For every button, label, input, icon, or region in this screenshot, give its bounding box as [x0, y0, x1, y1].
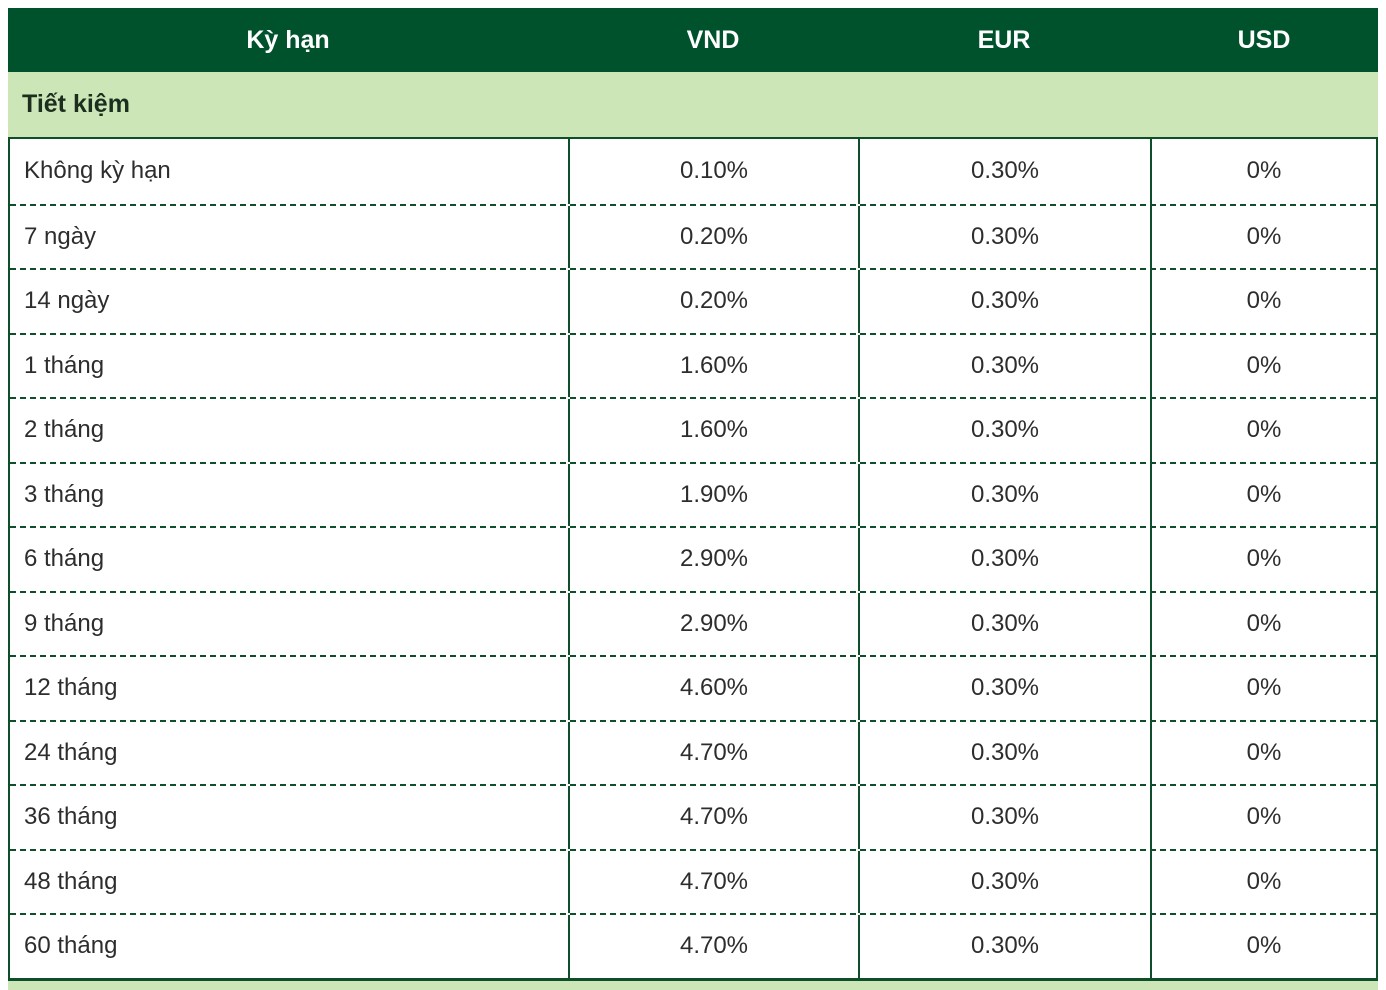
- table-row: 14 ngày 0.20% 0.30% 0%: [10, 268, 1376, 333]
- table-row: 9 tháng 2.90% 0.30% 0%: [10, 590, 1376, 655]
- usd-rate-cell: 0%: [1150, 139, 1376, 204]
- vnd-rate-cell: 0.20%: [568, 205, 858, 268]
- eur-rate-cell: 0.30%: [858, 270, 1150, 333]
- next-section-strip: [8, 977, 1378, 990]
- usd-rate-cell: 0%: [1150, 786, 1376, 849]
- table-row: 60 tháng 4.70% 0.30% 0%: [10, 913, 1376, 978]
- term-cell: 48 tháng: [24, 867, 118, 895]
- term-cell: 1 tháng: [24, 351, 105, 379]
- vnd-rate-cell: 4.70%: [568, 786, 858, 849]
- table-row: 12 tháng 4.60% 0.30% 0%: [10, 655, 1376, 720]
- eur-rate-cell: 0.30%: [858, 399, 1150, 462]
- term-cell: 24 tháng: [24, 738, 118, 766]
- table-row: 36 tháng 4.70% 0.30% 0%: [10, 784, 1376, 849]
- usd-rate-cell: 0%: [1150, 463, 1376, 526]
- table-row: 48 tháng 4.70% 0.30% 0%: [10, 848, 1376, 913]
- term-cell: 2 tháng: [24, 416, 105, 444]
- table-row: 6 tháng 2.90% 0.30% 0%: [10, 526, 1376, 591]
- vnd-rate-cell: 0.20%: [568, 270, 858, 333]
- eur-rate-cell: 0.30%: [858, 850, 1150, 913]
- interest-rate-table: Kỳ hạn VND EUR USD Tiết kiệm Không kỳ hạ…: [8, 8, 1378, 990]
- usd-rate-cell: 0%: [1150, 657, 1376, 720]
- usd-rate-cell: 0%: [1150, 721, 1376, 784]
- column-header-vnd: VND: [686, 25, 740, 54]
- eur-rate-cell: 0.30%: [858, 592, 1150, 655]
- eur-rate-cell: 0.30%: [858, 463, 1150, 526]
- vnd-rate-cell: 4.70%: [568, 915, 858, 978]
- term-cell: 3 tháng: [24, 480, 105, 508]
- table-header-row: Kỳ hạn VND EUR USD: [8, 8, 1378, 72]
- vnd-rate-cell: 4.70%: [568, 721, 858, 784]
- usd-rate-cell: 0%: [1150, 592, 1376, 655]
- column-header-usd: USD: [1237, 25, 1291, 54]
- term-cell: 7 ngày: [24, 222, 97, 250]
- eur-rate-cell: 0.30%: [858, 205, 1150, 268]
- vnd-rate-cell: 1.60%: [568, 399, 858, 462]
- term-cell: 36 tháng: [24, 803, 118, 831]
- term-cell: 60 tháng: [24, 932, 118, 960]
- section-header-label: Tiết kiệm: [22, 90, 130, 118]
- vnd-rate-cell: 4.70%: [568, 850, 858, 913]
- eur-rate-cell: 0.30%: [858, 334, 1150, 397]
- vnd-rate-cell: 2.90%: [568, 592, 858, 655]
- eur-rate-cell: 0.30%: [858, 139, 1150, 204]
- eur-rate-cell: 0.30%: [858, 657, 1150, 720]
- vnd-rate-cell: 2.90%: [568, 528, 858, 591]
- table-body: Không kỳ hạn 0.10% 0.30% 0% 7 ngày 0.20%…: [8, 137, 1378, 978]
- vnd-rate-cell: 1.90%: [568, 463, 858, 526]
- usd-rate-cell: 0%: [1150, 399, 1376, 462]
- vnd-rate-cell: 0.10%: [568, 139, 858, 204]
- eur-rate-cell: 0.30%: [858, 528, 1150, 591]
- usd-rate-cell: 0%: [1150, 334, 1376, 397]
- table-row: 3 tháng 1.90% 0.30% 0%: [10, 461, 1376, 526]
- vnd-rate-cell: 1.60%: [568, 334, 858, 397]
- usd-rate-cell: 0%: [1150, 915, 1376, 978]
- term-cell: Không kỳ hạn: [24, 157, 171, 185]
- vnd-rate-cell: 4.60%: [568, 657, 858, 720]
- section-header-savings: Tiết kiệm: [8, 72, 1378, 137]
- term-cell: 9 tháng: [24, 609, 105, 637]
- term-cell: 14 ngày: [24, 287, 110, 315]
- usd-rate-cell: 0%: [1150, 528, 1376, 591]
- usd-rate-cell: 0%: [1150, 270, 1376, 333]
- eur-rate-cell: 0.30%: [858, 721, 1150, 784]
- column-header-eur: EUR: [977, 25, 1031, 54]
- table-row: 7 ngày 0.20% 0.30% 0%: [10, 203, 1376, 268]
- term-cell: 6 tháng: [24, 545, 105, 573]
- eur-rate-cell: 0.30%: [858, 915, 1150, 978]
- term-cell: 12 tháng: [24, 674, 118, 702]
- table-row: 24 tháng 4.70% 0.30% 0%: [10, 719, 1376, 784]
- eur-rate-cell: 0.30%: [858, 786, 1150, 849]
- table-row: 2 tháng 1.60% 0.30% 0%: [10, 397, 1376, 462]
- column-header-term: Kỳ hạn: [246, 25, 330, 54]
- usd-rate-cell: 0%: [1150, 205, 1376, 268]
- usd-rate-cell: 0%: [1150, 850, 1376, 913]
- table-row: 1 tháng 1.60% 0.30% 0%: [10, 332, 1376, 397]
- table-row: Không kỳ hạn 0.10% 0.30% 0%: [10, 139, 1376, 204]
